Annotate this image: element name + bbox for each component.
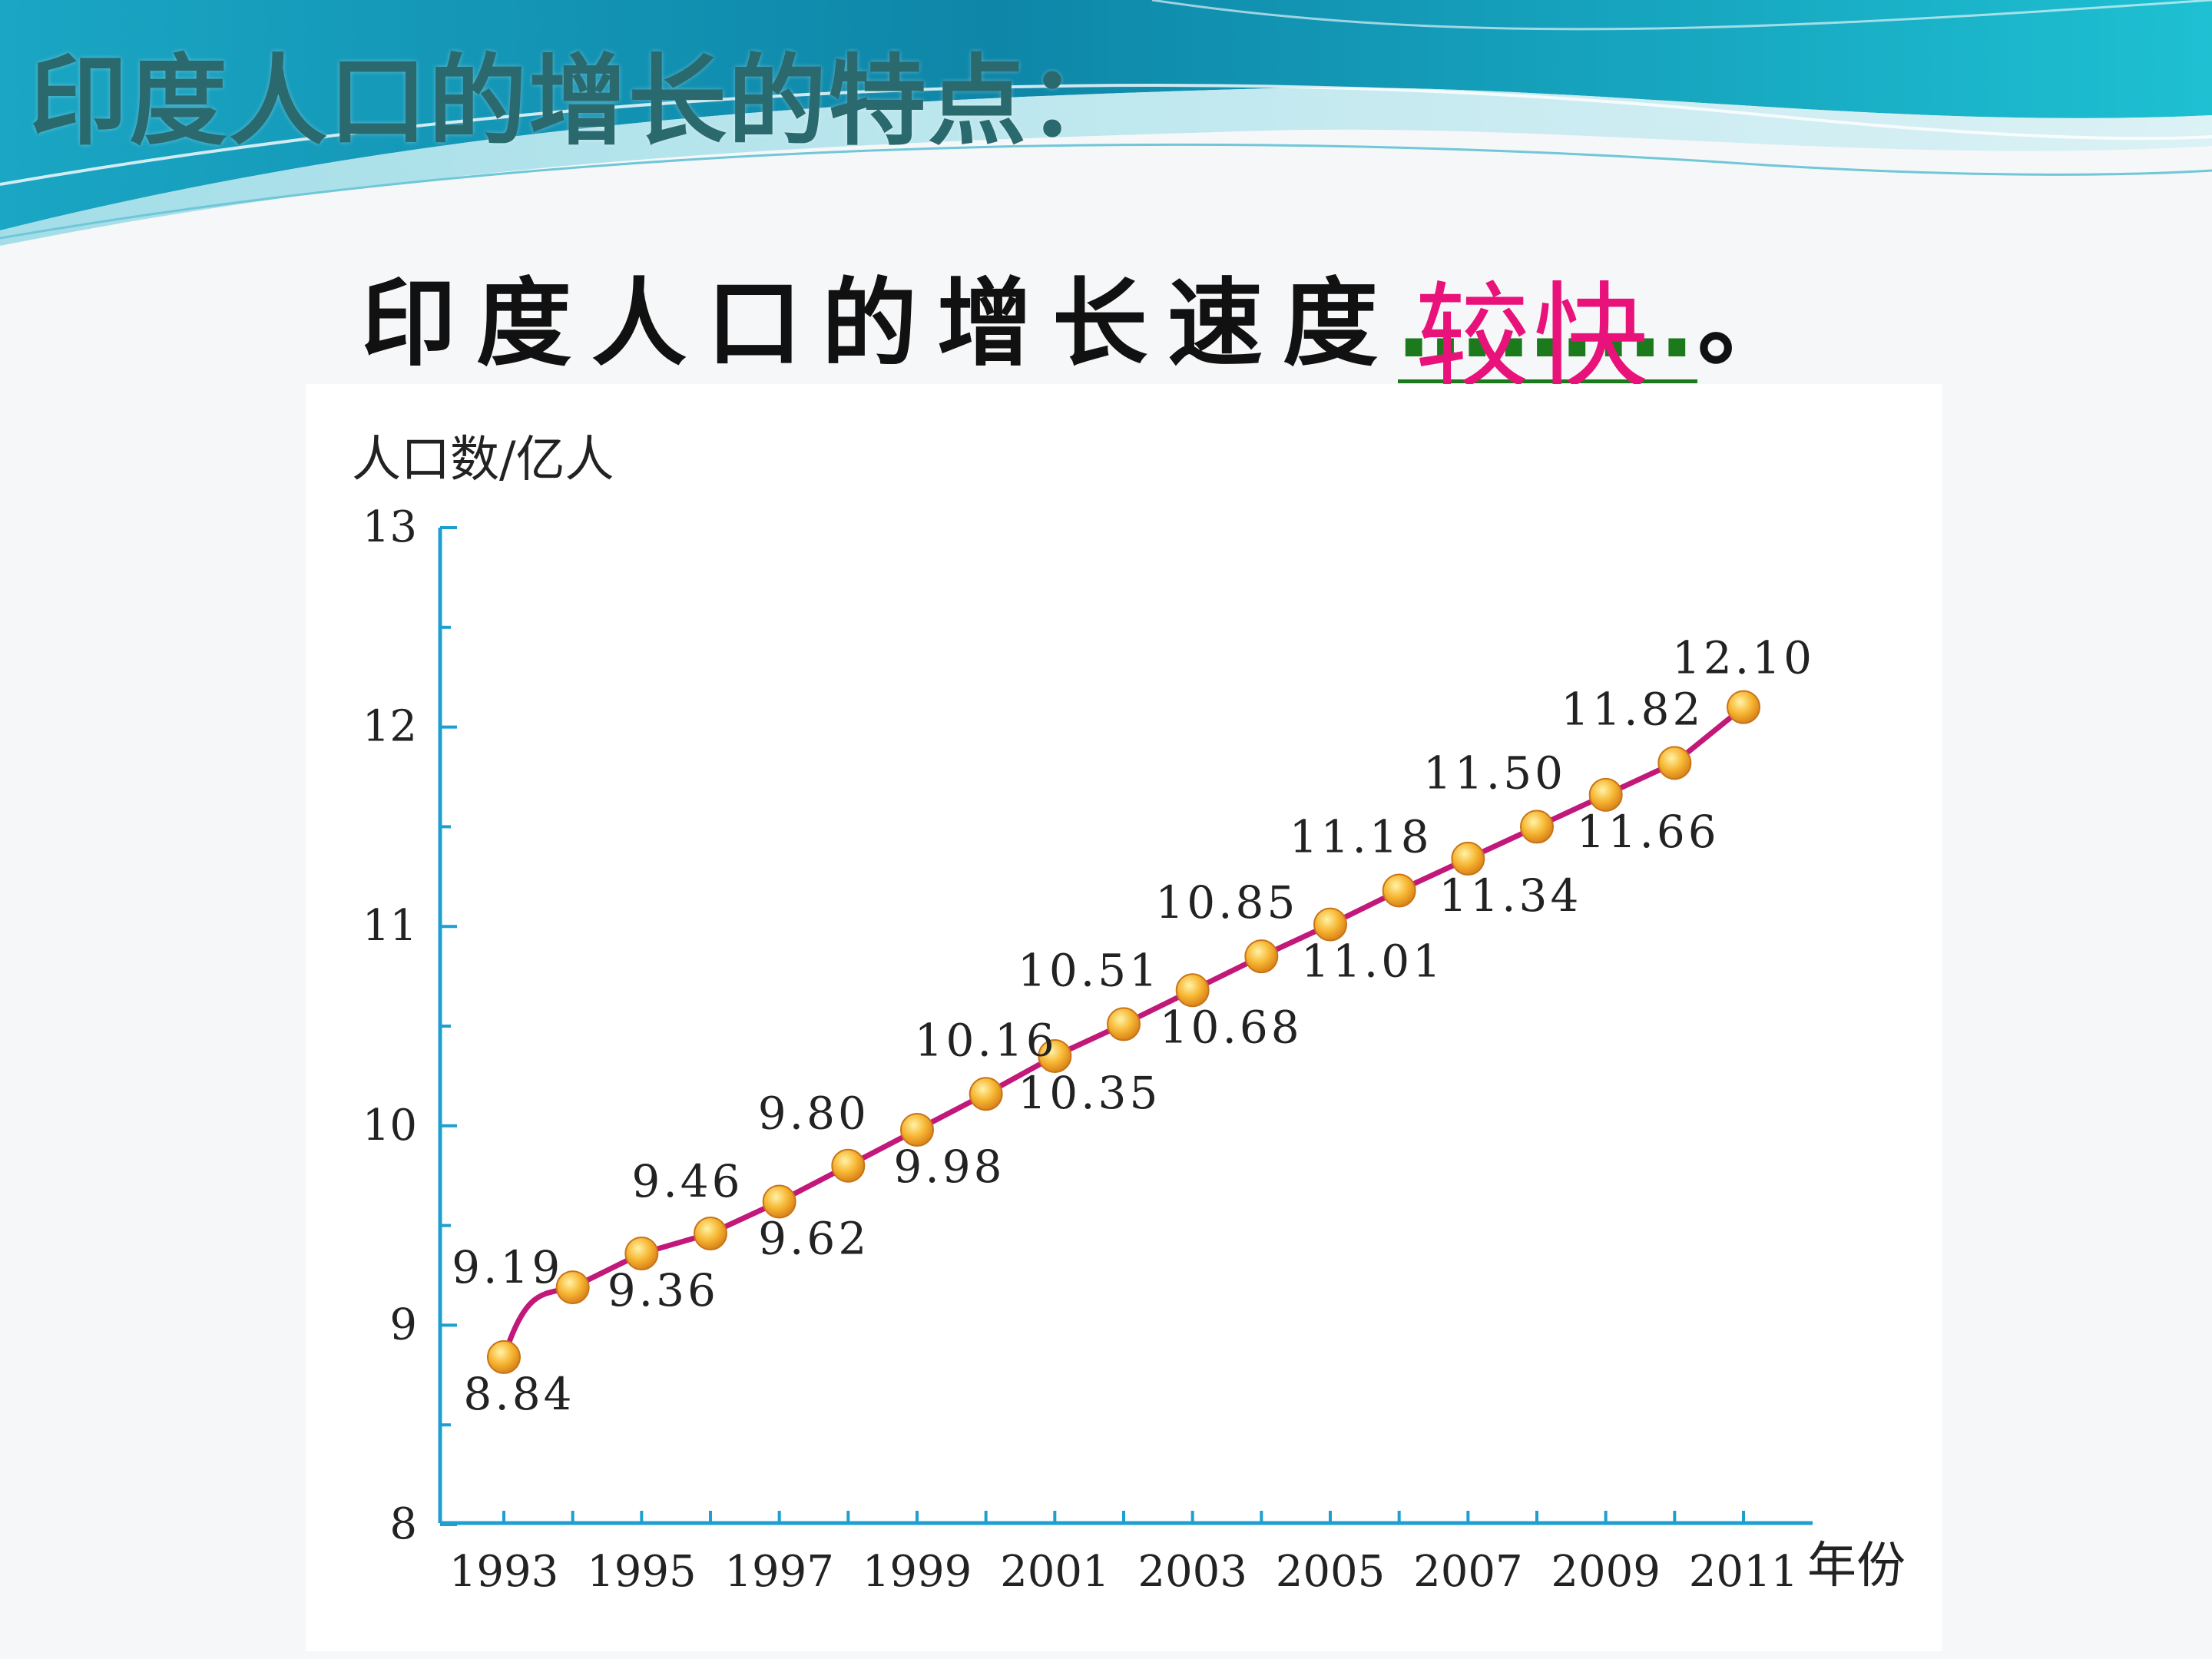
answer-text: 较快 (1415, 271, 1652, 405)
y-axis-label: 人口数/亿人 (352, 432, 614, 488)
data-label: 11.34 (1439, 869, 1581, 922)
y-tick-label: 10 (363, 1101, 417, 1151)
data-point (1520, 810, 1554, 844)
data-point (831, 1148, 866, 1183)
x-tick-label: 2011 (1689, 1547, 1799, 1597)
x-tick-label: 1999 (863, 1547, 972, 1597)
data-point (555, 1270, 590, 1305)
data-point (762, 1184, 796, 1219)
data-point (1451, 841, 1485, 876)
y-tick-label: 9 (389, 1300, 417, 1349)
answer-blank: ……… 较快 (1398, 269, 1698, 405)
data-label: 8.84 (463, 1368, 575, 1420)
x-tick-label: 2007 (1413, 1547, 1523, 1597)
axes: 8 9 10 11 12 13 1993 1995 1997 1999 2001 2003 2005 20… (363, 502, 1813, 1597)
data-point (900, 1112, 934, 1147)
data-label: 11.50 (1423, 747, 1566, 799)
data-point (624, 1236, 659, 1270)
data-label: 11.66 (1577, 806, 1720, 858)
data-point (969, 1077, 1003, 1111)
data-label: 9.36 (608, 1264, 719, 1316)
data-label: 11.01 (1301, 935, 1444, 988)
data-label: 9.19 (452, 1241, 563, 1293)
header-banner (0, 0, 2212, 261)
blank-dots: ……… (1398, 269, 1698, 383)
data-point (1382, 873, 1416, 908)
x-tick-label: 1995 (587, 1547, 697, 1597)
x-tick-label: 2001 (1000, 1547, 1110, 1597)
data-point (487, 1339, 521, 1374)
x-axis-label: 年份 (1807, 1538, 1906, 1594)
data-label: 9.98 (893, 1141, 1005, 1193)
y-tick-label: 11 (363, 901, 417, 951)
data-label: 10.35 (1018, 1067, 1161, 1119)
data-label: 10.51 (1018, 944, 1161, 996)
data-point (1038, 1038, 1072, 1073)
data-point (1657, 746, 1692, 780)
data-label: 9.62 (758, 1212, 869, 1264)
x-tick-label: 2003 (1137, 1547, 1247, 1597)
data-point (1588, 777, 1623, 812)
x-tick-label: 1997 (724, 1547, 834, 1597)
data-point (1244, 939, 1279, 974)
data-label: 10.16 (915, 1014, 1058, 1066)
data-label: 11.18 (1290, 810, 1432, 863)
data-label: 9.46 (631, 1155, 743, 1207)
page-title: 印度人口的增长的特点： (29, 44, 1128, 159)
data-label: 10.85 (1155, 876, 1298, 929)
marker-layer (487, 690, 1760, 1374)
statement-prefix: 印度人口的增长速度 (361, 269, 1399, 379)
data-point (1313, 907, 1347, 942)
data-label: 9.80 (758, 1088, 869, 1140)
data-point (1727, 690, 1760, 724)
y-tick-label: 13 (363, 502, 417, 552)
data-label: 12.10 (1672, 632, 1815, 684)
data-label: 10.68 (1160, 1001, 1303, 1053)
x-tick-label: 1993 (449, 1547, 559, 1597)
data-point (694, 1216, 727, 1250)
x-tick-label: 2009 (1551, 1547, 1661, 1597)
data-label: 11.82 (1561, 683, 1704, 735)
chart-panel: 人口数/亿人 年份 8 9 10 11 12 13 1993 1995 1997 1999 2001… (306, 384, 1942, 1651)
y-tick-label: 8 (389, 1499, 417, 1549)
fill-in-statement: 印度人口的增长速度……… 较快。 (361, 246, 1793, 405)
data-point (1175, 973, 1210, 1008)
y-tick-label: 12 (363, 702, 417, 752)
x-tick-label: 2005 (1276, 1547, 1386, 1597)
statement-suffix: 。 (1697, 269, 1793, 379)
data-point (1107, 1007, 1141, 1041)
population-line-chart: 人口数/亿人 年份 8 9 10 11 12 13 1993 1995 1997 1999 2001… (352, 432, 1906, 1597)
